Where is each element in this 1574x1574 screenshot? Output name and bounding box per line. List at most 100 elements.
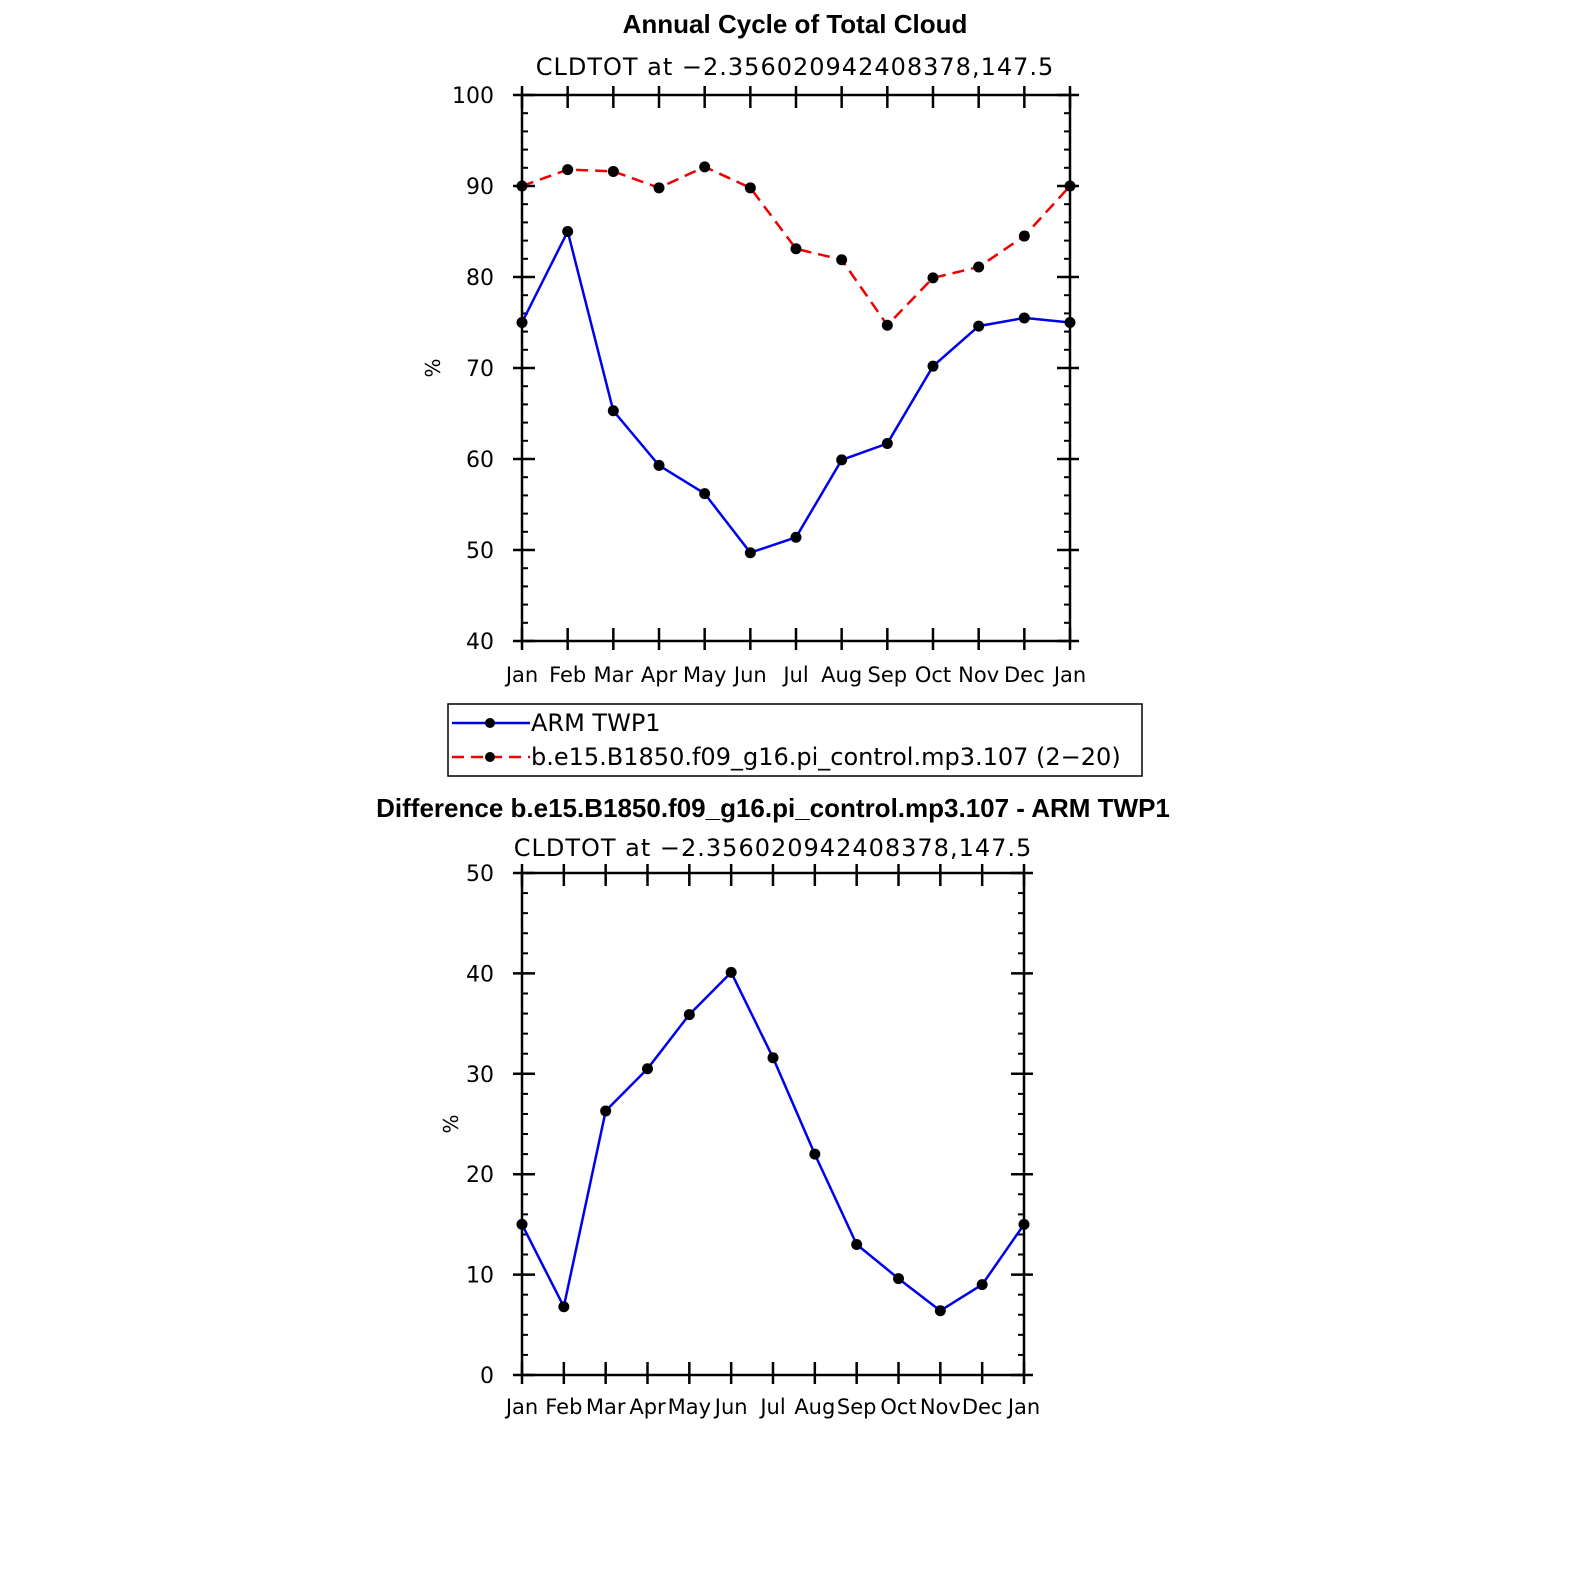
plot-frame — [520, 871, 1026, 1377]
series-1-point — [744, 182, 756, 194]
y-tick-label: 50 — [466, 862, 494, 887]
series-0-point — [893, 1273, 904, 1285]
series-1-point — [836, 254, 848, 266]
series-line-0 — [520, 227, 1071, 555]
y-tick-label: 80 — [466, 266, 494, 291]
y-tick-label: 70 — [466, 357, 494, 382]
series-1-point — [973, 261, 985, 273]
series-0-point — [767, 1052, 779, 1064]
series-0-point — [1018, 312, 1030, 324]
y-axis-label: % — [421, 358, 445, 377]
x-tick-label: Aug — [794, 1395, 835, 1419]
x-tick-label: Sep — [868, 663, 908, 687]
chart-subtitle: CLDTOT at −2.356020942408378,147.5 — [536, 53, 1055, 81]
axis-ticks — [513, 86, 1079, 650]
series-1-point — [790, 243, 802, 255]
series-1-point — [1064, 180, 1076, 192]
y-tick-labels: 0 10 20 30 40 50 — [466, 862, 494, 1389]
y-axis-label: % — [439, 1114, 463, 1133]
legend-marker-arm-twp1 — [485, 718, 495, 728]
series-0-point — [973, 320, 985, 332]
series-0-point — [562, 226, 574, 237]
series-layer — [516, 966, 1030, 1317]
series-0-point — [934, 1305, 946, 1317]
y-tick-label: 40 — [466, 630, 494, 655]
series-0-point — [790, 531, 802, 543]
legend-label-arm-twp1: ARM TWP1 — [531, 709, 661, 737]
x-tick-label: Mar — [594, 663, 634, 687]
x-tick-label: Oct — [880, 1395, 916, 1419]
chart-subtitle: CLDTOT at −2.356020942408378,147.5 — [514, 834, 1033, 862]
x-tick-label: Jun — [732, 663, 767, 687]
x-tick-label: Jan — [504, 1395, 538, 1419]
series-0-point — [516, 317, 528, 328]
x-tick-label: Nov — [920, 1395, 961, 1419]
axis-ticks — [513, 864, 1033, 1384]
x-tick-label: May — [683, 663, 726, 687]
series-1-point — [927, 272, 939, 284]
x-tick-label: Jul — [758, 1395, 785, 1419]
series-layer — [516, 161, 1076, 559]
x-tick-label: Apr — [641, 663, 678, 687]
y-tick-label: 0 — [480, 1364, 494, 1389]
series-1-point — [1018, 230, 1030, 242]
chart-title: Annual Cycle of Total Cloud — [623, 9, 968, 39]
series-1-point — [881, 319, 893, 331]
x-tick-label: Sep — [837, 1395, 877, 1419]
x-tick-label: Jan — [1052, 663, 1086, 687]
x-tick-label: Nov — [958, 663, 999, 687]
series-0-point — [558, 1301, 570, 1313]
x-tick-label: May — [668, 1395, 711, 1419]
series-0-point — [600, 1105, 612, 1117]
series-1-point — [607, 165, 619, 177]
series-0-point — [927, 360, 939, 372]
x-tick-label: Jan — [1006, 1395, 1040, 1419]
series-0-point — [516, 1218, 528, 1230]
x-tick-labels: Jan Feb Mar Apr May Jun Jul Aug Sep Oct Nov Dec Jan — [504, 1395, 1040, 1419]
series-0-point — [699, 488, 711, 500]
series-1-point — [562, 164, 574, 176]
x-tick-label: Jul — [781, 663, 808, 687]
legend-label-model: b.e15.B1850.f09_g16.pi_control.mp3.107 (… — [531, 743, 1121, 771]
series-0-point — [1064, 317, 1076, 328]
series-0-point — [881, 438, 893, 450]
x-tick-label: Jun — [713, 1395, 748, 1419]
x-tick-label: Feb — [545, 1395, 582, 1419]
y-tick-label: 10 — [466, 1264, 494, 1289]
series-0-point — [642, 1063, 653, 1075]
y-tick-label: 40 — [466, 962, 494, 987]
series-0-point — [653, 459, 665, 471]
difference-panel: Difference b.e15.B1850.f09_g16.pi_contro… — [376, 793, 1170, 1419]
y-tick-labels: 40 50 60 70 80 90 100 — [452, 84, 494, 655]
series-0-point — [976, 1279, 988, 1291]
x-tick-label: Mar — [586, 1395, 626, 1419]
annual-cycle-panel: Annual Cycle of Total Cloud CLDTOT at −2… — [421, 9, 1086, 687]
series-0-point — [851, 1238, 863, 1250]
x-tick-labels: Jan Feb Mar Apr May Jun Jul Aug Sep Oct Nov Dec Jan — [504, 663, 1086, 687]
series-1-point — [653, 182, 665, 194]
x-tick-label: Apr — [629, 1395, 666, 1419]
y-tick-label: 100 — [452, 84, 494, 109]
series-0-point — [725, 966, 737, 978]
chart-title: Difference b.e15.B1850.f09_g16.pi_contro… — [376, 793, 1170, 823]
y-tick-label: 90 — [466, 175, 494, 200]
series-0-point — [1018, 1218, 1030, 1230]
y-tick-label: 30 — [466, 1063, 494, 1088]
y-tick-label: 20 — [466, 1163, 494, 1188]
x-tick-label: Oct — [915, 663, 951, 687]
x-tick-label: Aug — [821, 663, 862, 687]
series-1-point — [516, 180, 528, 192]
legend: ARM TWP1 b.e15.B1850.f09_g16.pi_control.… — [447, 703, 1143, 777]
x-tick-label: Feb — [549, 663, 586, 687]
legend-box — [447, 703, 1143, 777]
x-tick-label: Dec — [962, 1395, 1003, 1419]
series-0-point — [607, 405, 619, 417]
y-tick-label: 50 — [466, 539, 494, 564]
series-0-point — [683, 1009, 695, 1021]
plot-frame — [520, 93, 1072, 643]
series-0-point — [836, 454, 848, 466]
x-tick-label: Jan — [504, 663, 538, 687]
series-0-point — [744, 547, 756, 559]
y-tick-label: 60 — [466, 448, 494, 473]
